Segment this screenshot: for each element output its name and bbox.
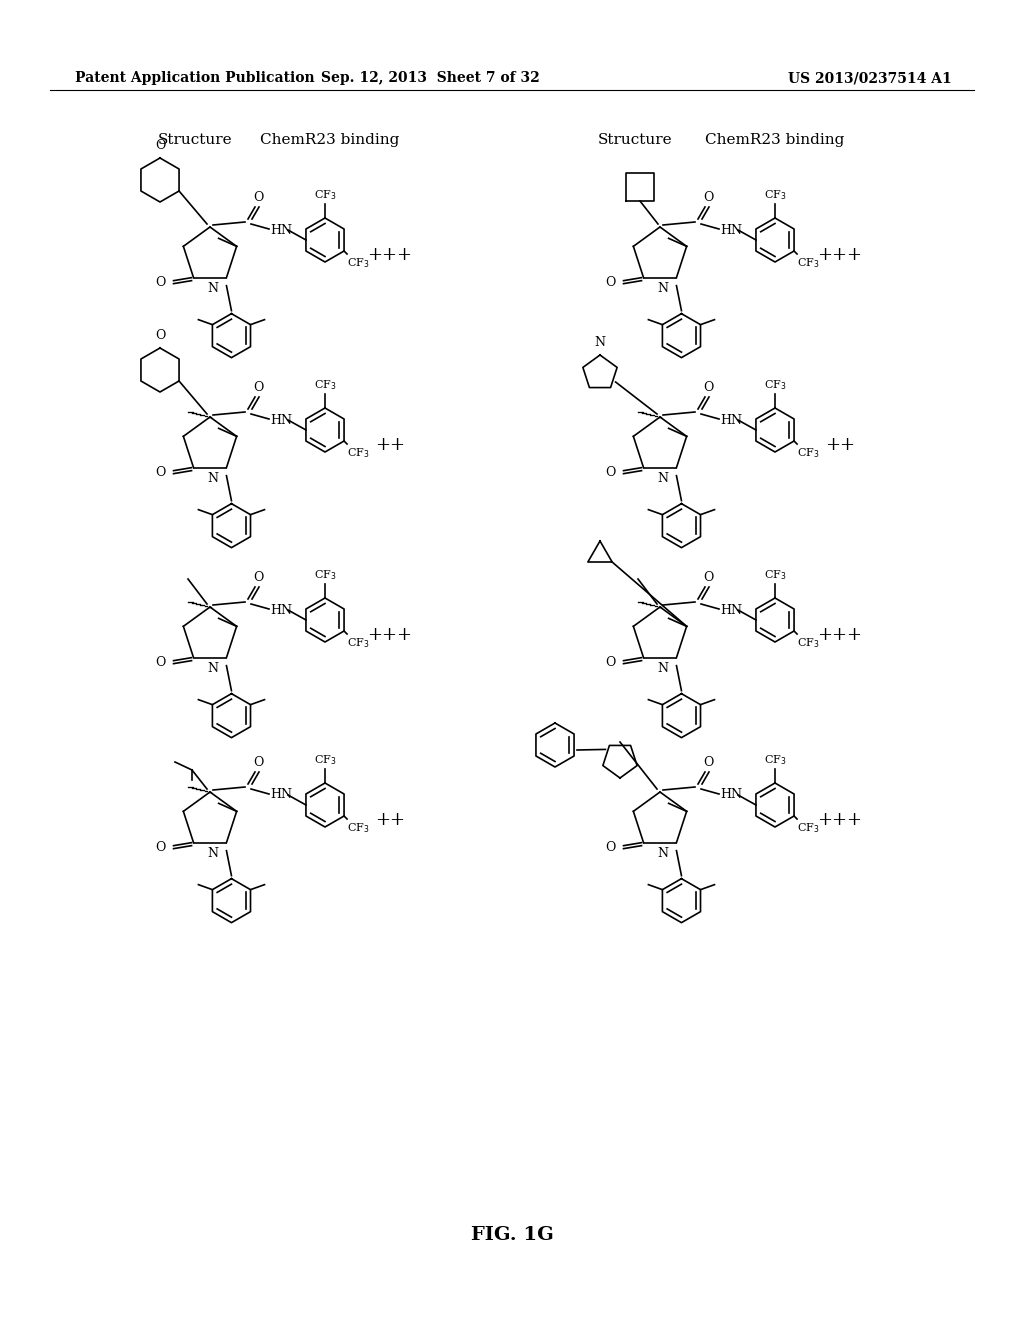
Text: ChemR23 binding: ChemR23 binding — [260, 133, 399, 147]
Text: CF$_3$: CF$_3$ — [797, 821, 819, 834]
Text: O: O — [253, 381, 263, 393]
Text: HN: HN — [270, 788, 292, 801]
Text: HN: HN — [720, 413, 742, 426]
Text: O: O — [156, 466, 166, 479]
Text: N: N — [657, 661, 669, 675]
Text: O: O — [605, 466, 615, 479]
Text: N: N — [657, 471, 669, 484]
Text: O: O — [253, 756, 263, 770]
Text: CF$_3$: CF$_3$ — [347, 636, 370, 649]
Text: O: O — [605, 656, 615, 669]
Text: +++: +++ — [817, 810, 862, 829]
Text: O: O — [156, 656, 166, 669]
Text: N: N — [595, 337, 605, 348]
Text: Patent Application Publication: Patent Application Publication — [75, 71, 314, 84]
Text: ++: ++ — [375, 810, 406, 829]
Text: +++: +++ — [817, 626, 862, 644]
Text: US 2013/0237514 A1: US 2013/0237514 A1 — [788, 71, 952, 84]
Text: O: O — [702, 572, 713, 583]
Text: Sep. 12, 2013  Sheet 7 of 32: Sep. 12, 2013 Sheet 7 of 32 — [321, 71, 540, 84]
Text: O: O — [702, 191, 713, 205]
Text: CF$_3$: CF$_3$ — [347, 821, 370, 834]
Text: CF$_3$: CF$_3$ — [764, 189, 786, 202]
Text: HN: HN — [270, 223, 292, 236]
Text: HN: HN — [270, 603, 292, 616]
Text: CF$_3$: CF$_3$ — [764, 568, 786, 582]
Text: CF$_3$: CF$_3$ — [347, 446, 370, 459]
Text: CF$_3$: CF$_3$ — [313, 568, 336, 582]
Text: O: O — [253, 572, 263, 583]
Text: HN: HN — [720, 788, 742, 801]
Text: N: N — [657, 281, 669, 294]
Text: O: O — [702, 756, 713, 770]
Text: CF$_3$: CF$_3$ — [313, 189, 336, 202]
Text: Structure: Structure — [158, 133, 232, 147]
Text: N: N — [208, 471, 218, 484]
Text: FIG. 1G: FIG. 1G — [471, 1226, 553, 1243]
Text: CF$_3$: CF$_3$ — [313, 379, 336, 392]
Text: +++: +++ — [368, 246, 413, 264]
Text: O: O — [156, 841, 166, 854]
Text: ChemR23 binding: ChemR23 binding — [706, 133, 845, 147]
Text: N: N — [208, 846, 218, 859]
Text: HN: HN — [720, 223, 742, 236]
Text: CF$_3$: CF$_3$ — [797, 446, 819, 459]
Text: O: O — [702, 381, 713, 393]
Text: CF$_3$: CF$_3$ — [347, 256, 370, 269]
Text: CF$_3$: CF$_3$ — [797, 636, 819, 649]
Text: CF$_3$: CF$_3$ — [764, 754, 786, 767]
Text: +++: +++ — [817, 246, 862, 264]
Text: N: N — [208, 281, 218, 294]
Text: O: O — [155, 139, 165, 152]
Text: O: O — [605, 841, 615, 854]
Text: O: O — [253, 191, 263, 205]
Text: HN: HN — [720, 603, 742, 616]
Text: N: N — [657, 846, 669, 859]
Text: O: O — [156, 276, 166, 289]
Text: +++: +++ — [368, 626, 413, 644]
Text: CF$_3$: CF$_3$ — [764, 379, 786, 392]
Text: ++: ++ — [825, 436, 855, 454]
Text: HN: HN — [270, 413, 292, 426]
Text: O: O — [605, 276, 615, 289]
Text: CF$_3$: CF$_3$ — [313, 754, 336, 767]
Text: CF$_3$: CF$_3$ — [797, 256, 819, 269]
Text: Structure: Structure — [598, 133, 673, 147]
Text: O: O — [155, 329, 165, 342]
Text: ++: ++ — [375, 436, 406, 454]
Text: N: N — [208, 661, 218, 675]
